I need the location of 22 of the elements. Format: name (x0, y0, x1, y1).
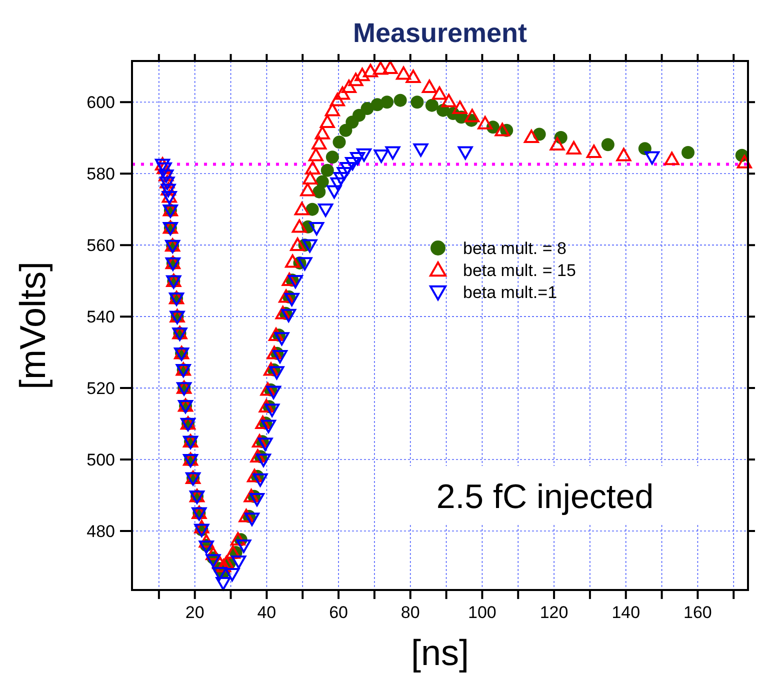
y-axis-title: [mVolts] (12, 261, 53, 390)
x-tick-label: 160 (684, 603, 712, 622)
x-tick-label: 120 (540, 603, 568, 622)
y-tick-label: 500 (86, 450, 115, 470)
x-tick-label: 40 (257, 603, 276, 622)
y-tick-label: 520 (86, 379, 115, 398)
legend-label: beta mult. = 15 (463, 261, 576, 280)
x-tick-label: 140 (612, 603, 640, 622)
x-tick-label: 60 (329, 603, 348, 622)
annotation: 2.5 fC injected (436, 478, 654, 516)
y-tick-label: 540 (86, 308, 115, 327)
x-axis-title: [ns] (410, 632, 470, 673)
x-tick-label: 20 (185, 603, 204, 622)
y-tick-label: 600 (86, 93, 115, 112)
y-tick-label: 480 (86, 522, 115, 542)
y-tick-label: 560 (86, 236, 115, 256)
chart-title: Measurement (352, 18, 528, 48)
x-tick-label: 80 (400, 603, 420, 622)
y-tick-label: 580 (86, 164, 115, 184)
legend-label: beta mult. = 8 (463, 239, 566, 258)
legend-label: beta mult.=1 (463, 283, 558, 302)
x-tick-label: 100 (468, 603, 496, 622)
